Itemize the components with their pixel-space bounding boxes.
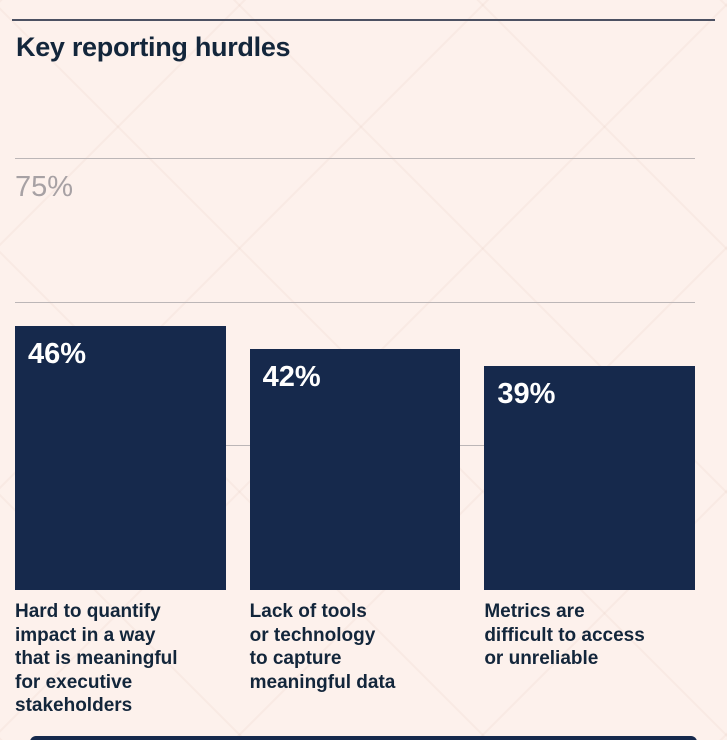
bar-group: 46% 42% 39% (15, 16, 695, 590)
y-axis-tick-label: 75% (15, 171, 74, 203)
category-label-metrics-difficult: Metrics are difficult to access or unrel… (484, 601, 645, 670)
gridline-75pct (15, 158, 695, 159)
section-divider (12, 19, 715, 21)
gridline-50pct (15, 302, 695, 303)
bar-hard-to-quantify: 46% (15, 326, 226, 590)
chart-title: Key reporting hurdles (16, 32, 291, 62)
category-label-lack-of-tools: Lack of tools or technology to capture m… (249, 601, 396, 693)
bar-value-label: 46% (28, 338, 87, 370)
bar-value-label: 39% (497, 378, 556, 410)
bar-value-label: 42% (262, 361, 321, 393)
category-label-hard-to-quantify: Hard to quantify impact in a way that is… (15, 601, 178, 717)
bar-chart: 75% 46% 42% 39% (15, 16, 695, 590)
next-section-top-edge (30, 736, 697, 740)
bar-metrics-difficult: 39% (484, 366, 695, 590)
bar-lack-of-tools: 42% (249, 349, 461, 590)
category-labels: Hard to quantify impact in a way that is… (15, 600, 695, 718)
